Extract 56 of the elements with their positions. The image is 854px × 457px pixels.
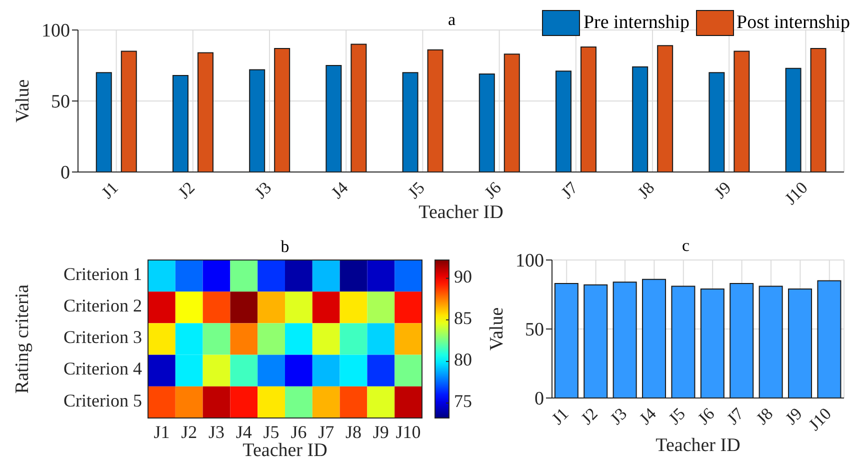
- x-axis-title: Teacher ID: [656, 435, 740, 456]
- x-tick-label: J5: [404, 178, 428, 202]
- chart-title: a: [448, 10, 456, 30]
- x-tick-label: J1: [548, 404, 572, 428]
- x-tick-label: J3: [208, 422, 225, 442]
- x-tick-label: J9: [372, 422, 389, 442]
- x-tick-label: J3: [250, 178, 276, 202]
- x-tick-label: J2: [181, 422, 198, 442]
- y-tick-label: Criterion 1: [64, 264, 142, 284]
- x-tick-label: J4: [236, 422, 252, 442]
- x-tick-label: J3: [606, 404, 631, 428]
- color-bar-label: 80: [454, 350, 472, 370]
- y-tick-label: Criterion 2: [64, 296, 142, 316]
- x-tick-label: J6: [694, 404, 718, 428]
- y-tick-label: Criterion 3: [64, 327, 142, 348]
- x-tick-label: J8: [752, 404, 777, 428]
- chart-title: c: [682, 236, 690, 256]
- x-tick-label: J1: [98, 178, 122, 202]
- x-tick-label: J5: [664, 404, 689, 428]
- x-tick-label: J8: [345, 422, 362, 442]
- x-axis-title: Teacher ID: [418, 202, 504, 223]
- x-tick-label: J4: [328, 178, 352, 202]
- x-tick-label: J5: [263, 422, 280, 442]
- x-tick-label: J8: [634, 178, 658, 202]
- x-tick-label: J6: [480, 178, 505, 202]
- y-tick-label: 50: [51, 92, 70, 113]
- y-tick-label: Criterion 4: [64, 358, 142, 379]
- x-tick-label: J7: [318, 422, 334, 442]
- x-tick-label: J10: [396, 422, 421, 442]
- chart-title: b: [280, 237, 290, 256]
- x-tick-label: J1: [154, 422, 170, 442]
- x-tick-label: J9: [782, 404, 806, 428]
- y-axis-title: Rating criteria: [12, 284, 33, 394]
- x-axis-title: Teacher ID: [242, 440, 328, 457]
- x-tick-label: J4: [636, 404, 660, 428]
- y-tick-label: 100: [42, 20, 70, 42]
- legend-label: Pre internship: [583, 12, 690, 34]
- y-tick-label: Criterion 5: [64, 390, 142, 410]
- x-tick-label: J10: [804, 404, 835, 434]
- y-tick-label: 50: [525, 320, 544, 341]
- color-bar-label: 90: [454, 266, 472, 286]
- y-axis-title: Value: [486, 307, 508, 351]
- legend-label: Post internship: [736, 12, 850, 34]
- x-tick-label: J7: [557, 178, 582, 202]
- color-bar-label: 85: [454, 308, 472, 328]
- x-tick-label: J9: [710, 178, 735, 202]
- color-bar-label: 75: [454, 391, 472, 412]
- x-tick-label: J2: [577, 404, 602, 428]
- y-tick-label: 100: [516, 250, 544, 272]
- x-tick-label: J2: [174, 178, 198, 202]
- y-tick-label: 0: [60, 162, 70, 184]
- y-axis-title: Value: [12, 79, 34, 123]
- x-tick-label: J6: [290, 422, 307, 442]
- x-tick-label: J7: [723, 404, 748, 428]
- y-tick-label: 0: [534, 388, 544, 410]
- x-tick-label: J10: [781, 178, 812, 208]
